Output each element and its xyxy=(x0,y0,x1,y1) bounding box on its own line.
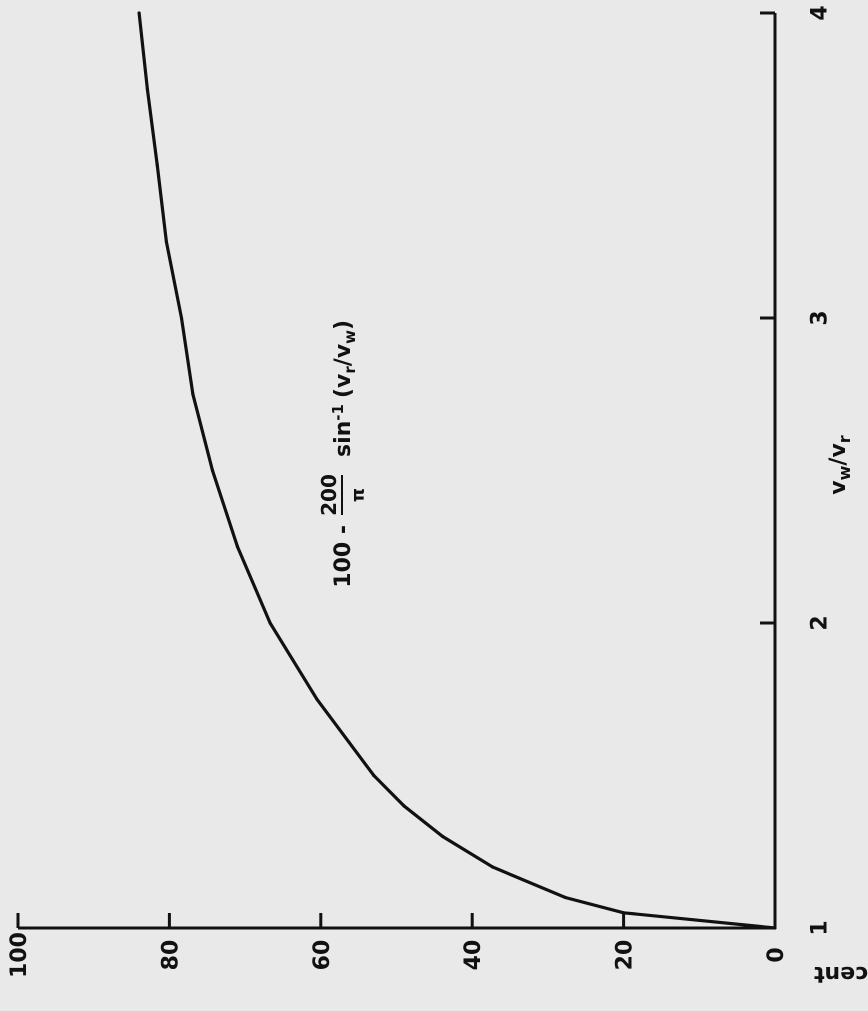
series-point xyxy=(563,895,567,900)
formula-denominator: π xyxy=(348,488,369,502)
series-point xyxy=(622,911,626,915)
y-tick-label: 0 xyxy=(764,947,789,962)
formula-arg-open: (v xyxy=(331,373,356,398)
y-axis-label: Percent xyxy=(814,961,868,986)
x-tick-label: 3 xyxy=(808,310,833,325)
formula-sin: sin xyxy=(331,421,356,457)
y-tick-label: 80 xyxy=(158,940,183,971)
formula-lead: 100 - xyxy=(331,525,356,588)
series-point xyxy=(773,926,777,930)
x-tick-label: 2 xyxy=(808,615,833,630)
x-axis-label-base: v xyxy=(826,480,851,495)
series-point xyxy=(210,468,215,473)
series-point xyxy=(372,773,376,778)
x-axis-label: vw/vr xyxy=(826,435,854,495)
series-point xyxy=(491,865,495,869)
y-tick-label: 20 xyxy=(613,940,638,971)
formula-exp: -1 xyxy=(329,404,347,421)
y-tick-label: 40 xyxy=(461,940,486,971)
series-point xyxy=(441,834,445,839)
formula-numerator: 200 xyxy=(317,474,341,516)
formula-sub-w: w xyxy=(341,330,359,344)
y-ticks: 0 20 40 60 80 100 xyxy=(7,913,789,978)
formula-slash: /v xyxy=(331,343,356,366)
series-point xyxy=(164,240,168,244)
series-point xyxy=(137,11,141,15)
series-point xyxy=(402,804,406,808)
formula-arg-close: ) xyxy=(331,320,356,330)
series-point xyxy=(155,163,159,168)
y-tick-label: 100 xyxy=(7,932,32,978)
series-points xyxy=(137,11,777,930)
formula-sub-r: r xyxy=(341,366,359,374)
formula-annotation: 100 - 200 π sin-1 (vr/vw) xyxy=(317,320,369,588)
x-ticks: 1 2 3 4 xyxy=(760,5,833,936)
series-point xyxy=(191,392,195,396)
x-tick-label: 4 xyxy=(808,5,833,20)
y-tick-label: 60 xyxy=(310,940,335,971)
plot-area: 1 2 3 4 0 20 40 60 80 100 xyxy=(7,5,833,978)
series-point xyxy=(235,545,240,549)
formula-function: sin-1 (vr/vw) xyxy=(329,320,358,457)
series-point xyxy=(268,621,272,625)
x-axis-label-slash: /v xyxy=(826,443,851,466)
series-point xyxy=(145,87,149,91)
x-axis-label-sub-w: w xyxy=(835,465,854,480)
series-curve xyxy=(137,12,776,930)
x-tick-label: 1 xyxy=(808,920,833,935)
series-point xyxy=(315,697,319,701)
series-point xyxy=(179,316,184,320)
x-axis-label-sub-r: r xyxy=(835,435,854,443)
